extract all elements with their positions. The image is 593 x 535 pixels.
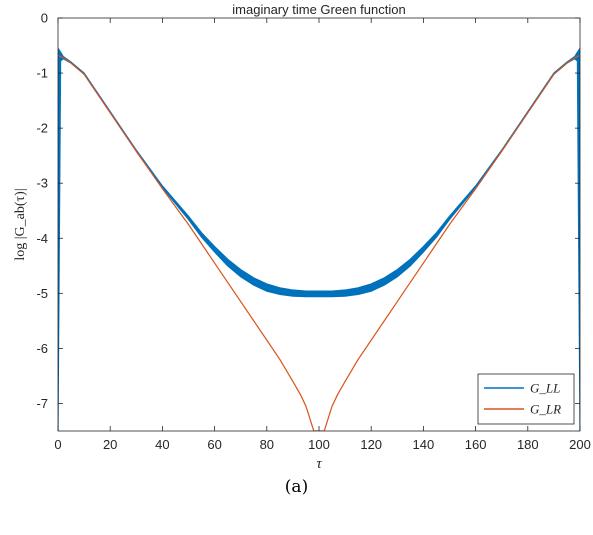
axes-box <box>57 17 581 432</box>
y-axis-label: log |G_ab(τ)| <box>13 188 28 260</box>
figure-caption: (a) <box>284 477 309 497</box>
legend: G_LL G_LR <box>477 373 575 425</box>
x-tick-label: 120 <box>360 437 382 452</box>
x-tick-label: 0 <box>54 437 61 452</box>
series-g-lr-line <box>58 54 580 431</box>
x-tick-label: 200 <box>569 437 591 452</box>
x-tick-label: 180 <box>517 437 539 452</box>
legend-label: G_LL <box>530 381 560 396</box>
y-tick-label: -4 <box>36 231 48 246</box>
y-tick-label: 0 <box>41 11 48 26</box>
plot-area <box>58 47 580 431</box>
y-tick-label: -7 <box>36 396 48 411</box>
x-tick-label: 160 <box>465 437 487 452</box>
x-tick-label: 20 <box>103 437 117 452</box>
x-axis-label: τ <box>316 456 322 470</box>
y-tick-label: -1 <box>36 66 48 81</box>
series-g-ll-band <box>58 47 580 431</box>
chart-title: imaginary time Green function <box>232 2 405 17</box>
y-tick-label: -2 <box>36 121 48 136</box>
x-tick-label: 60 <box>207 437 221 452</box>
y-tick-label: -5 <box>36 286 48 301</box>
legend-box <box>477 373 575 425</box>
x-tick-label: 140 <box>413 437 435 452</box>
legend-label: G_LR <box>530 402 561 417</box>
y-tick-label: -3 <box>36 176 48 191</box>
y-tick-label: -6 <box>36 341 48 356</box>
x-tick-label: 100 <box>308 437 330 452</box>
x-tick-label: 80 <box>260 437 274 452</box>
x-tick-label: 40 <box>155 437 169 452</box>
line-chart: 0 20 40 60 80 100 120 140 160 180 200 0 -1 -2 -3 -4 -5 -6… <box>13 2 591 472</box>
